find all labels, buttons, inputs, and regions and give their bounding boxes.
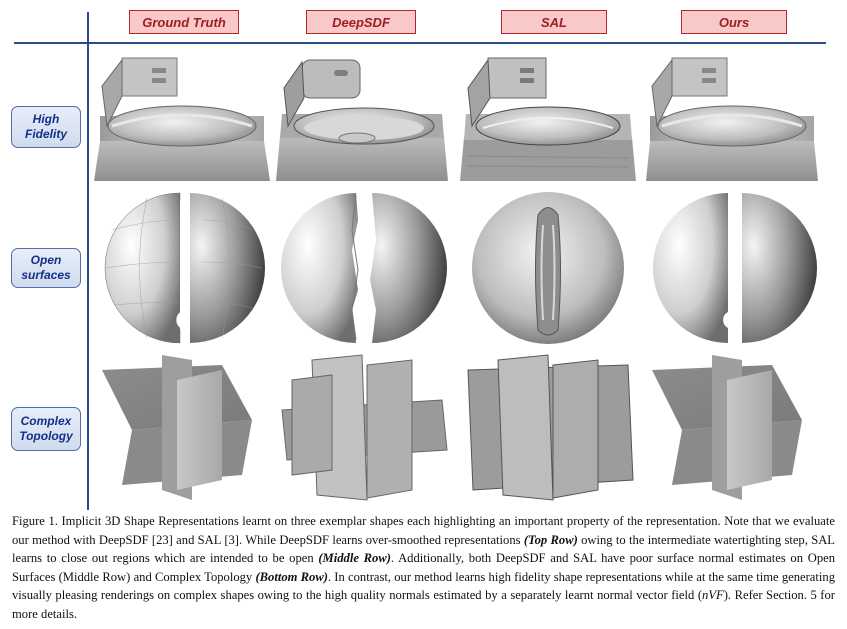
horizontal-divider [14,42,826,44]
sphere-deepsdf [272,190,452,345]
caption-top-row: (Top Row) [523,532,578,547]
caption-part1: Figure 1. Implicit 3D Shape Representati… [12,514,835,547]
bathtub-ours [642,46,822,201]
bathtub-deepsdf [272,46,452,201]
bathtub-sal [458,46,638,201]
caption-part4: . In contrast, our method learns high fi… [12,569,835,603]
caption-part2: owing to the intermediate watertighting … [12,532,835,566]
planes-ground-truth [92,350,272,505]
row-label-high-fidelity: High Fidelity [11,106,81,148]
vertical-divider [87,12,89,510]
planes-ours [642,350,822,505]
caption-part5: ). Refer Section. 5 for more details. [12,588,835,621]
caption-bottom-row: (Bottom Row) [255,569,328,584]
figure-panel: Ground Truth DeepSDF SAL Ours High Fidel… [11,10,826,510]
sphere-ground-truth [92,190,272,345]
column-header-ground-truth: Ground Truth [129,10,239,34]
figure-caption: Figure 1. Implicit 3D Shape Representati… [12,512,835,623]
caption-nvf: nVF [702,588,724,602]
row-label-complex-topology: Complex Topology [11,407,81,451]
column-header-ours: Ours [681,10,787,34]
bathtub-ground-truth [92,46,272,201]
sphere-sal [458,190,638,345]
column-header-deepsdf: DeepSDF [306,10,416,34]
column-header-sal: SAL [501,10,607,34]
caption-part3: . Additionally, both DeepSDF and SAL hav… [12,551,836,584]
sphere-ours [642,190,822,345]
row-label-open-surfaces: Open surfaces [11,248,81,288]
planes-deepsdf [272,350,452,505]
planes-sal [458,350,638,505]
caption-middle-row: (Middle Row) [318,551,391,565]
